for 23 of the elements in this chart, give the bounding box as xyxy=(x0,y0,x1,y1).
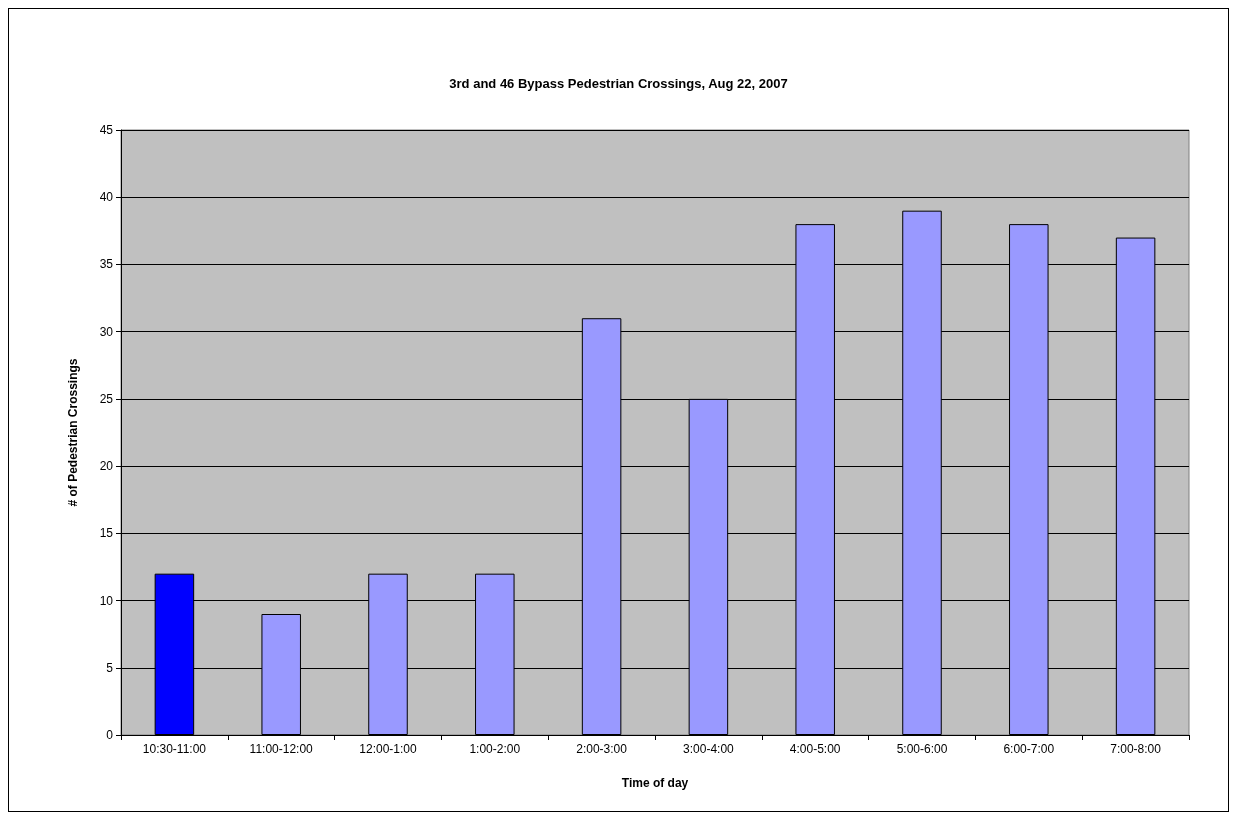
x-tick-label: 7:00-8:00 xyxy=(1110,742,1162,756)
x-tick-label: 11:00-12:00 xyxy=(249,742,314,756)
y-tick-label: 10 xyxy=(99,593,114,608)
x-tick-label: 10:30-11:00 xyxy=(142,742,207,756)
y-axis-title: # of Pedestrian Crossings xyxy=(66,358,80,507)
x-tick-label: 2:00-3:00 xyxy=(576,742,628,756)
y-tick-label: 40 xyxy=(99,190,114,205)
chart-title: 3rd and 46 Bypass Pedestrian Crossings, Aug 22, 2007 xyxy=(449,76,788,91)
x-tick-label: 4:00-5:00 xyxy=(789,742,841,756)
x-tick-label: 3:00-4:00 xyxy=(683,742,735,756)
y-tick-label: 5 xyxy=(106,660,114,675)
y-tick-label: 20 xyxy=(99,459,114,474)
y-tick-label: 15 xyxy=(99,526,114,541)
y-tick-label: 35 xyxy=(99,257,114,272)
y-tick-label: 30 xyxy=(99,324,114,339)
x-axis-title: Time of day xyxy=(621,776,689,790)
x-tick-label: 12:00-1:00 xyxy=(359,742,418,756)
y-tick-label: 25 xyxy=(99,391,114,406)
x-tick-label: 1:00-2:00 xyxy=(469,742,521,756)
x-tick-label: 5:00-6:00 xyxy=(896,742,948,756)
x-tick-label: 6:00-7:00 xyxy=(1003,742,1055,756)
y-tick-label: 0 xyxy=(106,728,114,742)
y-tick-label: 45 xyxy=(99,123,114,137)
